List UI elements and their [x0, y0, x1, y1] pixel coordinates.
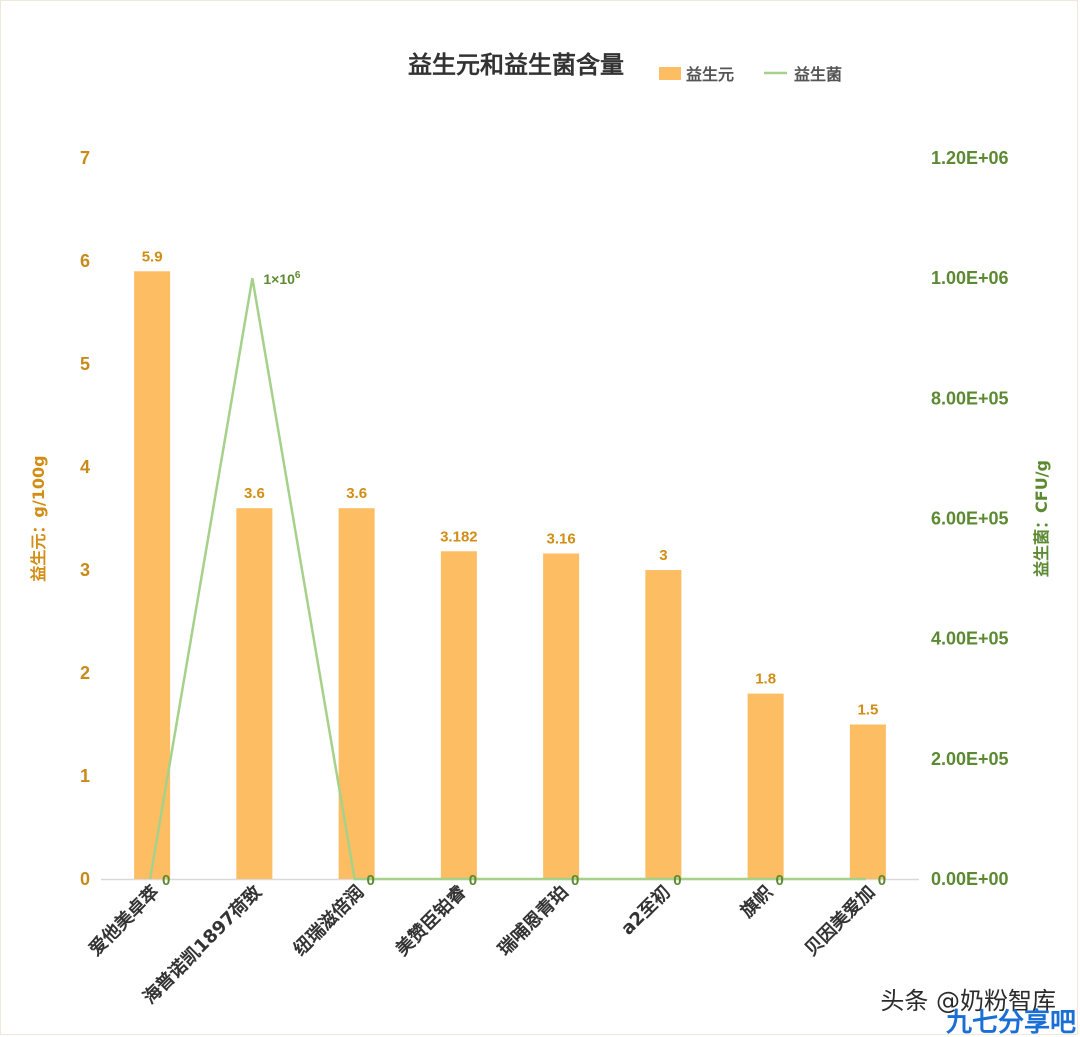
- peak-annotation: 1×106: [263, 270, 301, 287]
- line-value-label: 0: [571, 872, 579, 889]
- bar: [849, 724, 886, 879]
- y-left-tick-label: 2: [80, 663, 90, 683]
- bar-value-label: 1.5: [857, 702, 878, 719]
- bar: [236, 508, 273, 879]
- y-right-tick-label: 4.00E+05: [931, 629, 1009, 649]
- y-right-tick-label: 0.00E+00: [931, 869, 1009, 889]
- bar-value-label: 3.16: [547, 531, 576, 548]
- category-label: 美赞臣铂睿: [391, 880, 471, 960]
- y-left-tick-label: 1: [80, 766, 90, 786]
- category-label: 贝因美爱加: [800, 881, 879, 960]
- y-left-axis-title: 益生元：g/100g: [29, 455, 48, 581]
- bar-value-label: 3.6: [346, 485, 367, 502]
- legend-label-bar: 益生元: [686, 65, 734, 84]
- bar-value-label: 3: [659, 547, 667, 564]
- bar-value-label: 3.182: [440, 528, 478, 545]
- watermark-site-text: 九七分享吧: [945, 1007, 1076, 1036]
- y-right-tick-label: 6.00E+05: [931, 509, 1009, 529]
- watermark-text: 头条 @奶粉智库: [880, 987, 1056, 1015]
- y-left-tick-label: 6: [80, 251, 90, 271]
- data-labels: 5.9 3.6 3.6 3.182 3.16 3 1.8 1.5 0 0 0 0 0 0 0 1×106: [142, 248, 886, 889]
- axes: 0 1 2 3 4 5 6 7 0.00E+00 2.00E+05 4.00E+05 6.00E+05…: [29, 148, 1051, 889]
- bar-series: [134, 271, 886, 879]
- bar: [543, 553, 580, 879]
- category-label: a2至初: [616, 881, 674, 939]
- line-value-label: 0: [775, 872, 783, 889]
- line-value-label: 0: [469, 872, 477, 889]
- y-right-tick-label: 2.00E+05: [931, 749, 1009, 769]
- legend-label-line: 益生菌: [794, 65, 842, 84]
- line-value-label: 0: [366, 872, 374, 889]
- legend-swatch-bar: [659, 67, 681, 80]
- legend: 益生元 益生菌: [659, 65, 842, 84]
- line-value-label: 0: [162, 872, 170, 889]
- y-left-tick-label: 7: [80, 148, 90, 168]
- category-label: 瑞哺恩青珀: [493, 881, 572, 960]
- category-label: 纽瑞滋倍润: [289, 881, 368, 960]
- y-right-tick-label: 8.00E+05: [931, 388, 1009, 408]
- bar-value-label: 5.9: [142, 248, 163, 265]
- y-right-tick-label: 1.20E+06: [931, 148, 1009, 168]
- bar: [645, 570, 682, 879]
- y-left-tick-label: 4: [80, 457, 90, 477]
- y-right-axis-title: 益生菌：CFU/g: [1032, 460, 1051, 577]
- line-path: [148, 277, 866, 881]
- line-series: [148, 277, 866, 881]
- bar-value-label: 1.8: [755, 671, 776, 688]
- line-value-label: 0: [673, 872, 681, 889]
- bar: [747, 693, 784, 879]
- bar: [440, 551, 477, 879]
- line-value-label: 0: [878, 872, 886, 889]
- category-label: 爱他美卓萃: [84, 881, 163, 960]
- y-left-tick-label: 0: [80, 869, 90, 889]
- y-left-tick-label: 3: [80, 560, 90, 580]
- bar-value-label: 3.6: [244, 485, 265, 502]
- y-left-tick-label: 5: [80, 354, 90, 374]
- bar: [134, 271, 171, 879]
- y-right-tick-label: 1.00E+06: [931, 268, 1009, 288]
- chart-title: 益生元和益生菌含量: [408, 51, 624, 79]
- category-label: 旗帜: [736, 881, 777, 922]
